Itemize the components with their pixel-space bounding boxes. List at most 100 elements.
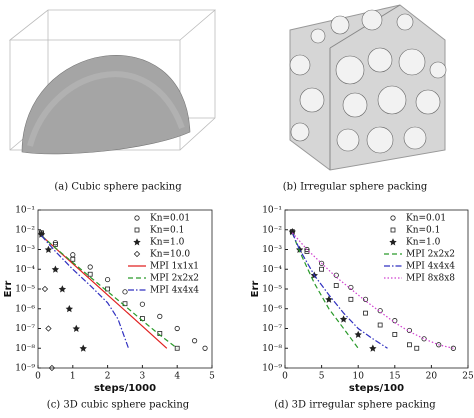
series-line xyxy=(291,232,359,349)
hemisphere-shade xyxy=(27,71,185,147)
marker xyxy=(65,305,73,313)
y-tick-label: 10⁻¹ xyxy=(15,206,35,216)
irregular-packing-image xyxy=(289,4,447,171)
caption: (c) 3D cubic sphere packing xyxy=(47,400,190,411)
marker xyxy=(87,264,93,270)
marker xyxy=(392,318,398,324)
cubic-packing-image xyxy=(8,9,217,155)
marker xyxy=(72,324,80,333)
x-tick-label: 4 xyxy=(174,372,180,382)
series-line xyxy=(291,232,454,349)
caption: (a) Cubic sphere packing xyxy=(54,182,182,193)
legend-label: MPI 2x2x2 xyxy=(406,250,455,260)
y-tick-label: 10⁻³ xyxy=(15,245,35,255)
x-tick-label: 10 xyxy=(352,372,364,382)
y-tick-label: 10⁻⁷ xyxy=(262,324,282,334)
caption: (d) 3D irregular sphere packing xyxy=(274,400,436,411)
series-line xyxy=(41,235,178,349)
marker xyxy=(79,344,87,352)
hemisphere xyxy=(21,55,191,155)
y-tick-label: 10⁻⁸ xyxy=(262,344,282,354)
legend-label: Kn=0.1 xyxy=(150,226,184,236)
marker xyxy=(363,310,368,316)
marker xyxy=(192,338,198,344)
marker xyxy=(392,332,398,337)
y-tick-label: 10⁻³ xyxy=(262,245,282,255)
marker xyxy=(105,276,111,283)
marker xyxy=(436,342,442,348)
legend-label: MPI 2x2x2 xyxy=(150,274,199,284)
x-axis-label: steps/100 xyxy=(349,383,404,394)
y-tick-label: 10⁻⁴ xyxy=(15,265,35,275)
y-tick-label: 10⁻⁷ xyxy=(15,324,35,334)
x-tick-label: 0 xyxy=(35,372,41,382)
marker xyxy=(389,238,397,246)
marker xyxy=(407,342,412,348)
marker xyxy=(87,271,93,277)
x-tick-label: 20 xyxy=(426,372,438,382)
wire-box xyxy=(8,9,217,41)
x-tick-label: 15 xyxy=(389,372,401,382)
series-line xyxy=(41,235,130,349)
y-axis-label: Err xyxy=(3,281,14,298)
legend-label: MPI 4x4x4 xyxy=(150,286,199,296)
marker xyxy=(339,315,348,323)
marker xyxy=(325,295,333,303)
legend-label: Kn=10.0 xyxy=(150,250,190,260)
x-tick-label: 3 xyxy=(140,372,146,382)
marker xyxy=(70,256,76,262)
marker xyxy=(202,345,208,351)
x-tick-label: 5 xyxy=(209,372,215,382)
x-tick-label: 5 xyxy=(319,372,325,382)
marker xyxy=(354,330,362,339)
legend-label: Kn=0.01 xyxy=(150,214,190,224)
marker xyxy=(421,336,427,342)
marker xyxy=(122,289,128,295)
marker xyxy=(70,252,76,258)
y-tick-label: 10⁻⁶ xyxy=(15,304,35,314)
y-tick-label: 10⁻⁴ xyxy=(262,265,282,275)
marker xyxy=(348,296,354,302)
marker xyxy=(174,345,180,351)
marker xyxy=(51,265,60,273)
marker xyxy=(319,266,325,272)
y-tick-label: 10⁻⁵ xyxy=(15,285,35,295)
marker xyxy=(48,364,56,372)
marker xyxy=(133,238,141,246)
caption: (b) Irregular sphere packing xyxy=(283,182,428,193)
marker xyxy=(390,227,396,233)
marker xyxy=(134,215,140,221)
y-tick-label: 10⁻⁵ xyxy=(262,285,282,295)
y-tick-label: 10⁻² xyxy=(262,225,282,235)
marker xyxy=(362,296,369,302)
marker xyxy=(53,242,58,247)
x-tick-label: 1 xyxy=(70,372,76,382)
legend-label: Kn=1.0 xyxy=(406,238,441,248)
y-tick-label: 10⁻⁹ xyxy=(15,364,35,374)
legend-label: Kn=0.01 xyxy=(406,214,446,224)
legend-label: Kn=1.0 xyxy=(150,238,185,248)
legend-label: Kn=0.1 xyxy=(406,226,440,236)
marker xyxy=(134,227,140,233)
marker xyxy=(390,215,396,221)
marker xyxy=(450,345,456,351)
legend-label: MPI 4x4x4 xyxy=(406,262,455,272)
x-tick-label: 2 xyxy=(105,372,111,382)
y-tick-label: 10⁻⁸ xyxy=(15,344,35,354)
x-tick-label: 0 xyxy=(282,372,288,382)
marker xyxy=(38,230,45,238)
marker xyxy=(139,301,145,307)
legend-label: MPI 1x1x1 xyxy=(150,262,199,272)
marker xyxy=(58,285,67,293)
x-tick-label: 25 xyxy=(462,372,474,382)
marker xyxy=(369,344,377,352)
marker xyxy=(41,285,49,293)
marker xyxy=(133,250,141,258)
y-axis-label: Err xyxy=(250,281,261,298)
y-tick-label: 10⁻⁶ xyxy=(262,304,282,314)
marker xyxy=(105,286,110,292)
x-axis-label: steps/1000 xyxy=(94,383,156,394)
marker xyxy=(45,325,52,332)
legend-label: MPI 8x8x8 xyxy=(406,274,455,284)
